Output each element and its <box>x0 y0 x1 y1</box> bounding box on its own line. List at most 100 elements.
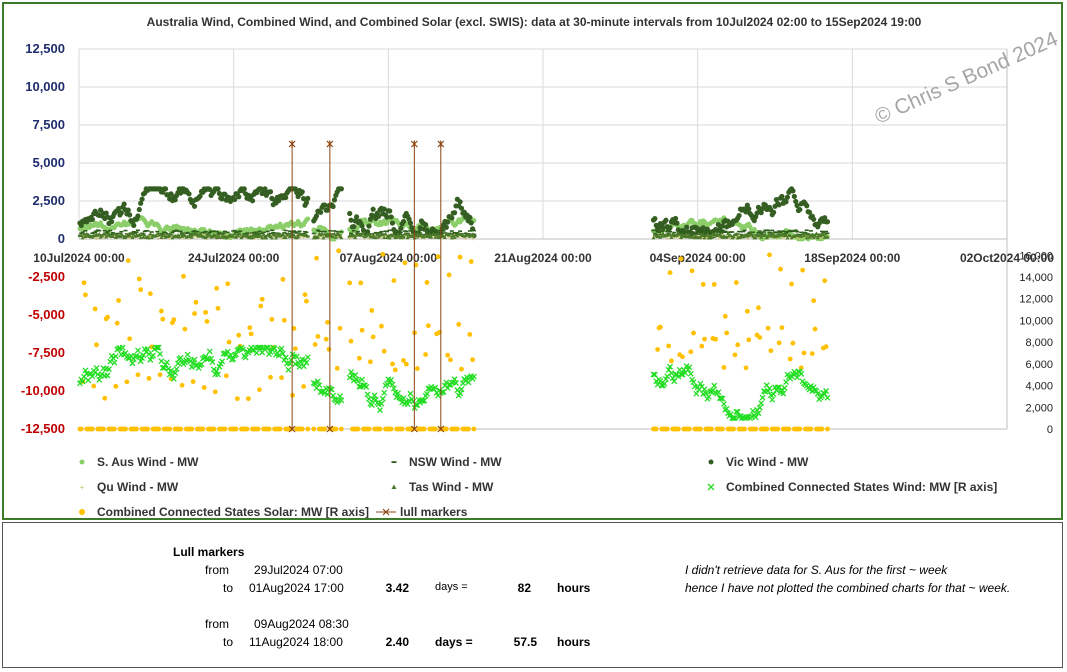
qu-wind-point: + <box>219 234 223 241</box>
nsw-wind-point <box>790 230 795 233</box>
x-tick-label: 24Jul2024 00:00 <box>188 251 280 265</box>
lull1-hours-label: hours <box>557 581 591 595</box>
combined-wind-point <box>209 359 216 366</box>
combined-wind-point <box>110 355 117 362</box>
vic-wind-point <box>417 225 423 231</box>
nsw-wind-point <box>294 232 299 234</box>
lull-marker-bottom <box>437 425 445 433</box>
nsw-wind-point <box>781 230 786 233</box>
tas-wind-point <box>79 233 84 237</box>
lull2-days: 2.40 <box>385 635 409 649</box>
qu-wind-point: + <box>418 235 422 242</box>
nsw-wind-point <box>771 235 776 238</box>
vic-wind-point <box>793 198 799 205</box>
qu-wind-point: + <box>749 233 753 240</box>
tas-wind-point <box>763 232 768 237</box>
nsw-wind-point <box>672 231 677 234</box>
combined-wind-point <box>806 386 813 393</box>
vic-wind-point <box>449 215 455 221</box>
solar-point <box>156 426 162 432</box>
solar-point <box>182 326 188 332</box>
combined-wind-point <box>338 397 345 404</box>
vic-wind-point <box>452 210 458 216</box>
nsw-wind-point <box>222 230 227 233</box>
nsw-wind-point <box>174 229 179 232</box>
solar-point <box>470 357 475 363</box>
tas-wind-point <box>286 231 291 236</box>
qu-wind-point: + <box>195 235 199 242</box>
nsw-wind-point <box>131 230 136 233</box>
vic-wind-point <box>667 225 673 231</box>
qu-wind-point: + <box>93 235 97 242</box>
tas-wind-point <box>784 233 789 238</box>
solar-point <box>775 426 781 432</box>
vic-wind-point <box>736 212 742 219</box>
solar-point <box>337 325 343 331</box>
combined-wind-point <box>303 359 310 366</box>
solar-point <box>711 282 717 287</box>
solar-point <box>466 426 471 432</box>
solar-point <box>370 334 376 340</box>
solar-point <box>468 259 474 264</box>
tas-wind-point <box>283 235 288 239</box>
tas-wind-point <box>149 235 154 240</box>
nsw-wind-point <box>170 231 175 234</box>
tas-wind-point <box>204 234 209 238</box>
solar-point <box>377 426 383 432</box>
solar-point <box>124 379 130 385</box>
solar-point <box>446 272 452 278</box>
solar-point <box>742 426 748 432</box>
nsw-wind-point <box>814 236 819 238</box>
nsw-wind-point <box>458 230 463 232</box>
nsw-wind-point <box>164 233 169 235</box>
tas-wind-point <box>153 233 158 238</box>
combined-wind-point <box>781 385 788 391</box>
qu-wind-point: + <box>244 235 248 242</box>
qu-wind-point: + <box>819 235 823 242</box>
solar-point <box>236 332 242 338</box>
tas-wind-point <box>333 235 338 239</box>
combined-wind-point <box>395 390 401 397</box>
combined-wind-point <box>664 373 671 380</box>
solar-point <box>89 426 95 432</box>
tas-wind-point <box>705 232 710 236</box>
qu-wind-point: + <box>767 232 771 239</box>
combined-wind-point <box>679 371 686 378</box>
vic-wind-point <box>276 198 282 204</box>
vic-wind-point <box>794 202 800 209</box>
combined-wind-point <box>755 410 762 417</box>
nsw-wind-point <box>658 233 663 236</box>
nsw-wind-point <box>238 230 243 232</box>
solar-point <box>315 333 321 339</box>
nsw-wind-point <box>684 231 689 233</box>
qu-wind-point: + <box>209 235 213 242</box>
qu-wind-point: + <box>262 233 266 240</box>
nsw-wind-point <box>209 230 214 233</box>
nsw-wind-point <box>657 231 661 233</box>
combined-wind-point <box>686 364 693 371</box>
solar-point <box>448 357 453 363</box>
qu-wind-point: + <box>733 233 737 240</box>
combined-wind-point <box>275 352 282 359</box>
nsw-wind-point <box>659 230 664 233</box>
qu-wind-point: + <box>299 234 303 241</box>
combined-wind-point <box>470 373 477 380</box>
vic-wind-point <box>468 220 474 226</box>
nsw-wind-point <box>286 235 291 238</box>
qu-wind-point: + <box>177 236 181 243</box>
qu-wind-point: + <box>738 235 742 242</box>
solar-point <box>181 273 186 279</box>
nsw-wind-point <box>408 230 413 232</box>
combined-wind-point <box>715 389 722 396</box>
solar-point <box>402 260 408 266</box>
combined-wind-point <box>421 397 428 404</box>
vic-wind-point <box>746 206 752 212</box>
x-tick-label: 18Sep2024 00:00 <box>804 251 900 265</box>
solar-point <box>136 276 142 282</box>
solar-point <box>269 316 275 322</box>
solar-point <box>312 342 318 347</box>
vic-wind-point <box>125 207 131 213</box>
solar-point <box>667 270 673 276</box>
qu-wind-point: + <box>718 235 722 242</box>
solar-point <box>809 351 815 357</box>
